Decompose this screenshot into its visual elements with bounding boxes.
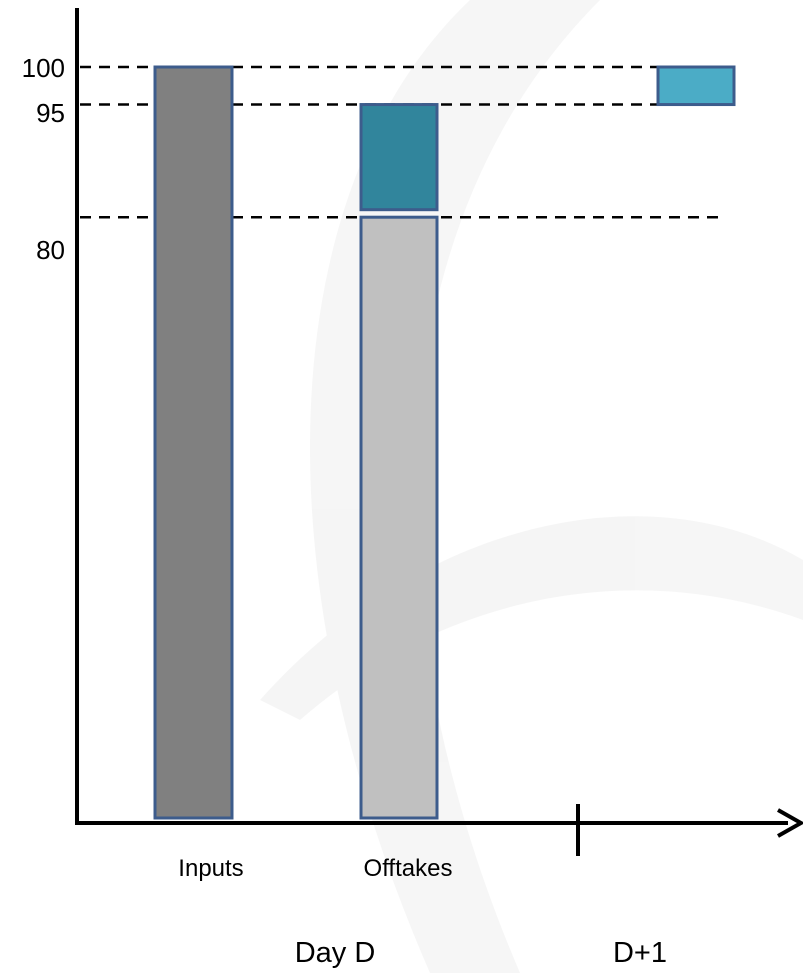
x-axis-arrowhead xyxy=(777,808,803,838)
category-label-offtakes: Offtakes xyxy=(364,855,453,882)
y-tick-label: 100 xyxy=(22,53,65,83)
period-label-d-plus-1: D+1 xyxy=(613,937,667,969)
y-tick-label: 95 xyxy=(36,98,65,128)
bar-offtakes-95 xyxy=(359,103,439,212)
y-tick-label: 80 xyxy=(36,235,65,265)
period-label-day-d: Day D xyxy=(295,937,376,969)
category-labels: Inputs Offtakes xyxy=(178,855,452,882)
bar-d-plus-1-100 xyxy=(656,65,736,107)
bar-offtakes-80 xyxy=(359,215,439,820)
background-watermark xyxy=(260,0,803,973)
y-tick-labels: 100 95 80 xyxy=(22,53,65,265)
category-label-inputs: Inputs xyxy=(178,855,243,882)
bar-inputs-100 xyxy=(153,65,234,820)
reference-lines xyxy=(80,65,722,219)
bars xyxy=(153,65,736,820)
period-labels: Day D D+1 xyxy=(295,937,667,969)
